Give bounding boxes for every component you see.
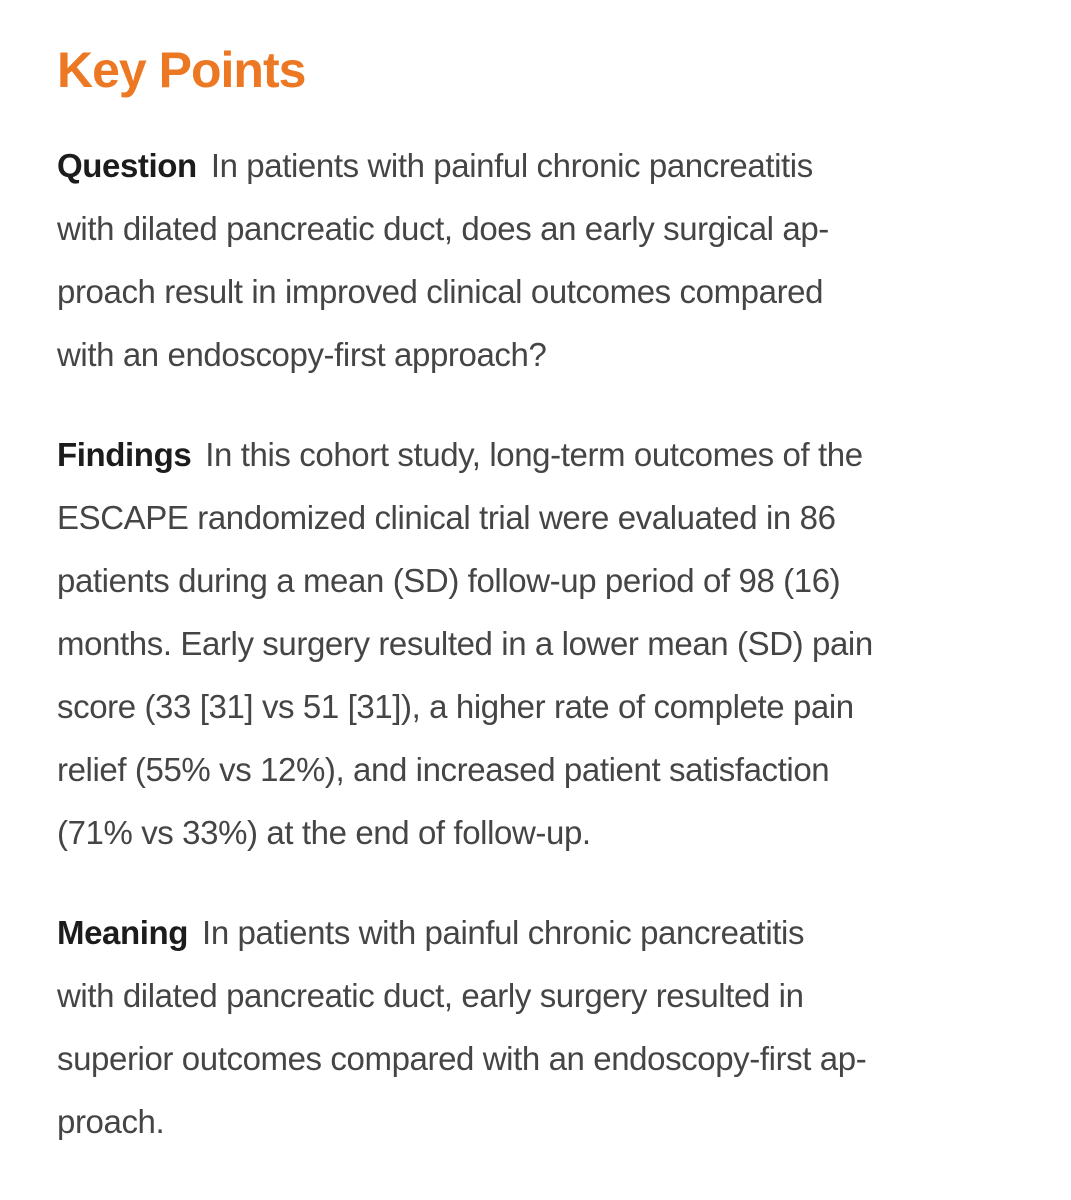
paragraph-line: Question In patients with painful chronic…: [57, 134, 1041, 197]
paragraph-line: patients during a mean (SD) follow-up pe…: [57, 561, 841, 599]
key-points-heading: Key Points: [57, 42, 306, 98]
paragraph-line-text: In this cohort study, long-term outcomes…: [205, 435, 863, 473]
paragraph-line: Findings In this cohort study, long-term …: [57, 423, 1041, 486]
paragraph-line: proach.: [57, 1102, 165, 1140]
question-paragraph: Question In patients with painful chronic…: [57, 134, 1041, 386]
paragraph-line: months. Early surgery resulted in a lowe…: [57, 624, 873, 662]
paragraph-line: score (33 [31] vs 51 [31]), a higher rat…: [57, 687, 854, 725]
paragraph-line-text: In patients with painful chronic pancrea…: [202, 913, 805, 951]
paragraph-line: superior outcomes compared with an endos…: [57, 1039, 867, 1077]
question-label: Question: [57, 146, 197, 184]
meaning-paragraph: Meaning In patients with painful chronic …: [57, 901, 1041, 1153]
paragraph-line: ESCAPE randomized clinical trial were ev…: [57, 498, 836, 536]
paragraph-line-text: In patients with painful chronic pancrea…: [210, 146, 813, 184]
paragraph-line: (71% vs 33%) at the end of follow-up.: [57, 813, 591, 851]
paragraph-line: with dilated pancreatic duct, early surg…: [57, 976, 804, 1014]
paragraph-line: with dilated pancreatic duct, does an ea…: [57, 209, 829, 247]
paragraph-line: with an endoscopy-first approach?: [57, 335, 547, 373]
paragraph-line: proach result in improved clinical outco…: [57, 272, 824, 310]
findings-label: Findings: [57, 435, 192, 473]
findings-paragraph: Findings In this cohort study, long-term …: [57, 423, 1041, 864]
paragraph-line: relief (55% vs 12%), and increased patie…: [57, 750, 830, 788]
meaning-label: Meaning: [57, 913, 189, 951]
paragraph-line: Meaning In patients with painful chronic …: [57, 901, 1041, 964]
